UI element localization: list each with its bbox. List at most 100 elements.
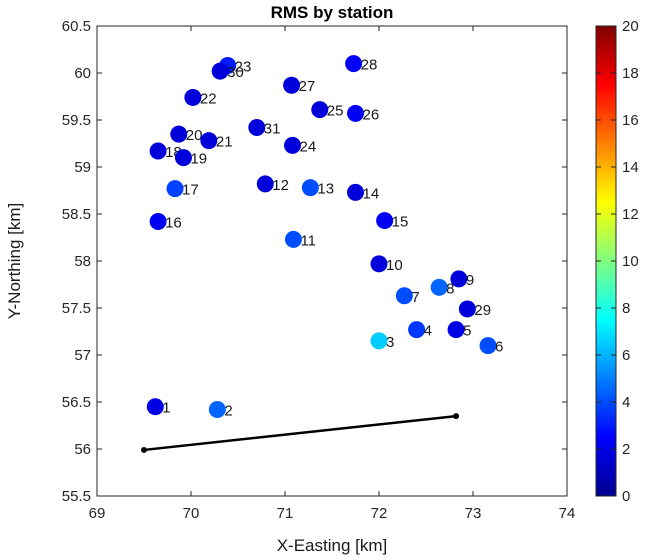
colorbar-tick-label: 20	[622, 18, 639, 35]
station-point	[430, 278, 448, 296]
station-label: 4	[424, 323, 432, 340]
station-label: 20	[186, 127, 203, 144]
station-label: 30	[227, 64, 244, 81]
station-point	[200, 132, 218, 150]
station-point	[284, 136, 302, 154]
station-point	[149, 213, 167, 231]
station-point	[284, 230, 302, 248]
y-tick-label: 59	[74, 159, 91, 176]
station-point	[248, 119, 266, 137]
station-label: 8	[446, 280, 454, 297]
y-tick-label: 55.5	[62, 488, 91, 505]
station-label: 24	[300, 138, 317, 155]
y-tick-label: 56	[74, 441, 91, 458]
station-point	[208, 401, 226, 419]
station-point	[347, 104, 364, 122]
x-tick-label: 73	[465, 505, 482, 522]
y-tick-label: 58.5	[62, 206, 91, 223]
y-tick-label: 59.5	[62, 112, 91, 129]
x-tick-label: 72	[371, 505, 388, 522]
station-label: 13	[317, 181, 334, 198]
station-point	[370, 255, 388, 273]
x-tick-label: 74	[559, 505, 576, 522]
x-tick-label: 71	[277, 505, 294, 522]
colorbar-tick-label: 0	[622, 488, 630, 505]
baseline-segment	[143, 414, 457, 452]
station-point	[301, 179, 319, 197]
y-tick-label: 58	[74, 253, 91, 270]
baseline-endpoint	[453, 413, 460, 420]
station-point	[395, 287, 413, 305]
station-label: 26	[363, 106, 380, 123]
station-label: 14	[363, 185, 380, 202]
baseline-endpoint	[141, 446, 147, 453]
station-point	[347, 183, 364, 201]
colorbar-tick-label: 4	[622, 394, 630, 411]
x-axis: 69 70 71 72 73 74	[89, 26, 576, 522]
station-label: 7	[411, 289, 419, 306]
x-axis-label: X-Easting [km]	[277, 536, 388, 555]
y-tick-label: 56.5	[62, 394, 91, 411]
station-label: 17	[182, 182, 199, 199]
station-point	[170, 125, 188, 143]
station-point	[146, 398, 164, 416]
station-point	[376, 212, 394, 230]
x-tick-label: 69	[89, 505, 106, 522]
line-layer	[141, 413, 460, 453]
colorbar-ticks: 0 2 4 6 8 10 12 14 16 18 20	[596, 18, 639, 505]
station-point	[447, 321, 465, 339]
station-label: 28	[361, 57, 378, 74]
chart-title: RMS by station	[271, 3, 394, 22]
station-point	[311, 101, 329, 119]
colorbar-tick-label: 16	[622, 112, 639, 129]
station-label: 11	[300, 232, 316, 249]
station-label: 25	[327, 103, 344, 120]
station-point	[479, 337, 497, 355]
plot-area	[96, 25, 568, 497]
colorbar-tick-label: 6	[622, 347, 630, 364]
station-point	[256, 175, 274, 193]
station-point	[408, 321, 426, 339]
station-point	[149, 142, 167, 160]
colorbar-tick-label: 14	[622, 159, 639, 176]
station-label: 31	[264, 121, 281, 138]
station-label: 16	[165, 215, 182, 232]
station-point	[370, 332, 388, 350]
station-point	[166, 180, 184, 198]
station-label: 5	[463, 323, 471, 340]
colorbar-tick-label: 18	[622, 65, 639, 82]
station-point	[211, 62, 229, 80]
station-label: 1	[162, 400, 170, 417]
x-tick-label: 70	[183, 505, 200, 522]
station-label: 12	[272, 177, 289, 194]
station-label: 3	[386, 334, 394, 351]
station-label: 15	[392, 214, 409, 231]
y-tick-label: 57.5	[62, 300, 91, 317]
station-point	[184, 88, 202, 106]
y-tick-label: 60	[74, 65, 91, 82]
y-axis-label: Y-Northing [km]	[5, 203, 24, 320]
station-point	[174, 149, 192, 167]
station-point	[458, 300, 476, 318]
station-label: 10	[386, 257, 403, 274]
colorbar-tick-label: 12	[622, 206, 639, 223]
station-label: 2	[224, 403, 232, 420]
station-label: 23	[235, 58, 252, 75]
station-label: 6	[495, 339, 503, 356]
station-label: 19	[190, 151, 207, 168]
station-label: 22	[200, 90, 217, 107]
station-label: 9	[466, 272, 474, 289]
station-point	[345, 55, 363, 73]
colorbar-tick-label: 10	[622, 253, 639, 270]
y-tick-label: 60.5	[62, 18, 91, 35]
station-label: 21	[216, 134, 233, 151]
colorbar-tick-label: 2	[622, 441, 630, 458]
colorbar-tick-label: 8	[622, 300, 630, 317]
y-tick-label: 57	[74, 347, 91, 364]
station-label: 29	[474, 302, 491, 319]
station-point	[283, 76, 301, 94]
station-label: 27	[299, 78, 316, 95]
